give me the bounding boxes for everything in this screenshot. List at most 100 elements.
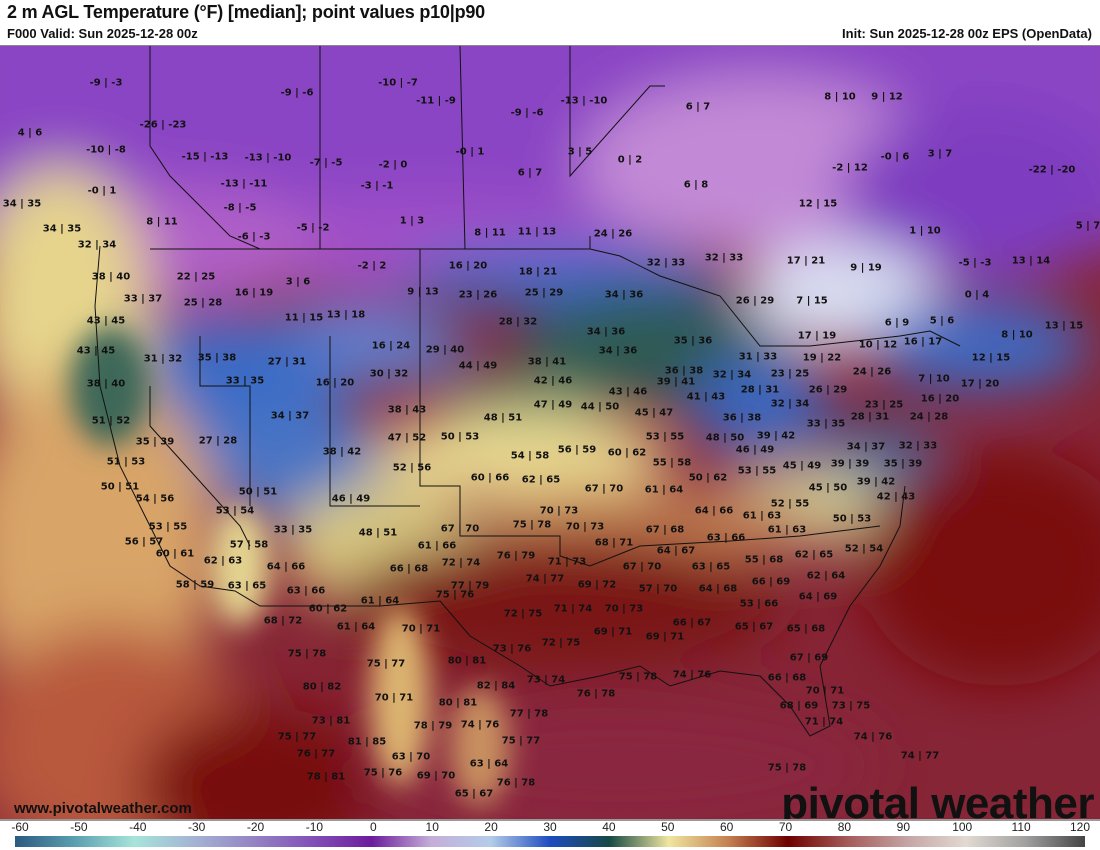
point-value-label: -10 | -8 <box>86 144 126 156</box>
point-value-label: 6 | 7 <box>685 101 711 113</box>
point-value-label: 1 | 10 <box>909 225 941 237</box>
point-value-label: 45 | 50 <box>808 482 848 494</box>
point-value-label: 71 | 74 <box>553 603 593 615</box>
point-value-label: 71 | 73 <box>547 556 587 568</box>
temperature-field <box>0 46 1100 819</box>
colorbar-tick: 70 <box>778 820 793 834</box>
point-value-label: 73 | 76 <box>492 643 532 655</box>
point-value-label: 34 | 35 <box>2 198 42 210</box>
point-value-label: 69 | 71 <box>593 626 633 638</box>
point-value-label: 13 | 18 <box>326 309 366 321</box>
point-value-label: 13 | 14 <box>1011 255 1051 267</box>
point-value-label: -13 | -10 <box>244 152 292 164</box>
point-value-label: 53 | 55 <box>148 521 188 533</box>
point-value-label: 34 | 36 <box>586 326 626 338</box>
point-value-label: -2 | 12 <box>832 162 868 174</box>
colorbar-tick: 110 <box>1011 820 1031 834</box>
point-value-label: 47 | 49 <box>533 399 573 411</box>
point-value-label: 75 | 76 <box>363 767 403 779</box>
point-value-label: 53 | 54 <box>215 505 255 517</box>
colorbar-tick: -10 <box>305 820 324 834</box>
point-value-label: 68 | 72 <box>263 615 303 627</box>
point-value-label: 34 | 36 <box>604 289 644 301</box>
point-value-label: 11 | 15 <box>284 312 324 324</box>
pivotal-weather-watermark: pivotal weather <box>781 779 1094 821</box>
point-value-label: 68 | 69 <box>779 700 819 712</box>
point-value-label: 16 | 20 <box>315 377 355 389</box>
point-value-label: 71 | 74 <box>804 716 844 728</box>
point-value-label: 33 | 35 <box>273 524 313 536</box>
point-value-label: 28 | 32 <box>498 316 538 328</box>
point-value-label: 63 | 64 <box>469 758 509 770</box>
point-value-label: 68 | 71 <box>594 537 634 549</box>
point-value-label: -5 | -2 <box>296 222 330 234</box>
point-value-label: 5 | 6 <box>929 315 955 327</box>
point-value-label: 52 | 56 <box>392 462 432 474</box>
point-value-label: 62 | 64 <box>806 570 846 582</box>
point-value-label: 34 | 36 <box>598 345 638 357</box>
boundaries <box>94 46 961 737</box>
colorbar-tick: 80 <box>837 820 852 834</box>
colorbar-tick: -40 <box>129 820 147 834</box>
point-value-label: 61 | 63 <box>742 510 782 522</box>
point-value-label: 74 | 76 <box>672 669 712 681</box>
colorbar-tick-labels: -60 -50 -40 -30 -20 -10 0 10 20 30 40 50 60 70 80 90 100… <box>0 820 1100 834</box>
point-value-label: 38 | 41 <box>527 356 567 368</box>
point-value-label: 72 | 75 <box>503 608 543 620</box>
point-value-label: 32 | 34 <box>712 369 752 381</box>
point-value-label: 17 | 21 <box>786 255 826 267</box>
point-value-label: 77 | 78 <box>509 708 549 720</box>
colorbar-tick: -20 <box>246 820 265 834</box>
point-value-label: 60 | 66 <box>470 472 510 484</box>
point-value-label: 44 | 50 <box>580 401 620 413</box>
point-value-label: 57 | 58 <box>229 539 269 551</box>
colorbar-tick: 50 <box>661 820 675 834</box>
point-value-label: 50 | 51 <box>100 481 140 493</box>
point-value-label: -9 | -6 <box>280 87 314 99</box>
point-value-label: 75 | 77 <box>277 731 317 743</box>
point-value-label: 63 | 65 <box>227 580 267 592</box>
point-value-label: 50 | 53 <box>440 431 480 443</box>
colorbar-tick: -30 <box>187 820 206 834</box>
point-value-label: 52 | 54 <box>844 543 884 555</box>
point-value-label: 75 | 78 <box>512 519 552 531</box>
point-value-label: -22 | -20 <box>1028 164 1076 176</box>
point-value-label: 9 | 19 <box>850 262 882 274</box>
point-value-label: 31 | 33 <box>738 351 778 363</box>
point-value-label: -11 | -9 <box>416 95 456 107</box>
point-value-label: 34 | 37 <box>846 441 886 453</box>
point-value-label: -2 | 2 <box>357 260 387 272</box>
point-value-label: 45 | 47 <box>634 407 674 419</box>
point-value-label: 47 | 52 <box>387 432 427 444</box>
point-value-label: -7 | -5 <box>309 157 343 169</box>
point-value-label: 77 | 79 <box>450 580 490 592</box>
point-value-label: 70 | 73 <box>539 505 579 517</box>
temperature-map[interactable]: -9 | -3 -10 | -7 -9 | -6 -11 | -9 -9 | -6 -13… <box>0 45 1100 821</box>
point-value-label: 25 | 28 <box>183 297 223 309</box>
point-value-label: 30 | 32 <box>369 368 409 380</box>
point-value-label: 73 | 74 <box>526 674 566 686</box>
point-value-label: 70 | 73 <box>604 603 644 615</box>
point-value-label: 41 | 43 <box>686 391 726 403</box>
point-value-label: 48 | 50 <box>705 432 745 444</box>
point-value-label: 65 | 67 <box>734 621 774 633</box>
point-value-label: 9 | 12 <box>871 91 903 103</box>
point-value-label: -13 | -10 <box>560 95 608 107</box>
point-value-label: 46 | 49 <box>331 493 371 505</box>
point-value-label: -15 | -13 <box>181 151 229 163</box>
point-value-label: 69 | 71 <box>645 631 685 643</box>
point-value-label: 61 | 64 <box>336 621 376 633</box>
point-value-label: 64 | 68 <box>698 583 738 595</box>
point-value-label: 64 | 69 <box>798 591 838 603</box>
point-value-label: 75 | 78 <box>767 762 807 774</box>
point-value-label: 23 | 25 <box>864 399 904 411</box>
point-value-label: 67 | 70 <box>622 561 662 573</box>
point-value-label: 16 | 17 <box>903 336 943 348</box>
point-value-label: 12 | 15 <box>971 352 1011 364</box>
colorbar-tick: 60 <box>719 820 734 834</box>
point-value-label: 6 | 9 <box>884 317 910 329</box>
point-value-label: 9 | 13 <box>407 286 439 298</box>
point-value-label: 70 | 73 <box>565 521 605 533</box>
point-value-label: 24 | 26 <box>852 366 892 378</box>
point-value-label: 0 | 2 <box>617 154 643 166</box>
